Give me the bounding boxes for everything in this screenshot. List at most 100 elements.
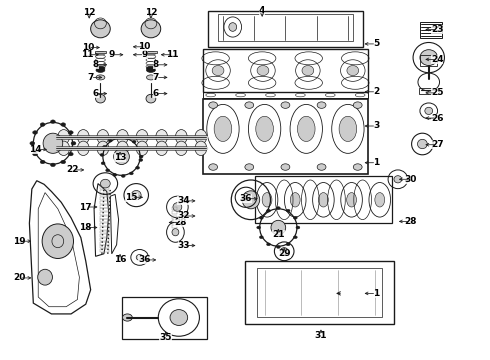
Text: 23: 23 — [431, 25, 443, 34]
Bar — [172, 225, 177, 228]
Ellipse shape — [77, 130, 89, 144]
Ellipse shape — [425, 107, 433, 114]
Ellipse shape — [121, 175, 125, 177]
Ellipse shape — [96, 75, 105, 80]
Text: 35: 35 — [159, 333, 172, 342]
Ellipse shape — [50, 163, 55, 167]
Text: 34: 34 — [177, 197, 190, 205]
Ellipse shape — [257, 226, 261, 229]
Ellipse shape — [259, 216, 263, 219]
Ellipse shape — [262, 193, 272, 207]
Ellipse shape — [116, 136, 120, 139]
Text: 8: 8 — [93, 60, 98, 69]
Text: 10: 10 — [82, 43, 95, 52]
Ellipse shape — [242, 194, 250, 201]
Bar — [100, 204, 109, 207]
Text: 19: 19 — [13, 237, 26, 246]
Text: 25: 25 — [431, 88, 443, 97]
Ellipse shape — [102, 145, 106, 148]
Text: 36: 36 — [138, 256, 151, 264]
Ellipse shape — [286, 209, 290, 212]
Ellipse shape — [375, 193, 385, 207]
Bar — [100, 238, 109, 241]
Ellipse shape — [245, 102, 254, 108]
Ellipse shape — [195, 130, 207, 144]
Ellipse shape — [132, 140, 136, 143]
Ellipse shape — [42, 224, 74, 258]
Ellipse shape — [136, 166, 140, 169]
Ellipse shape — [172, 229, 179, 236]
Bar — [100, 197, 109, 200]
Ellipse shape — [214, 116, 232, 141]
Ellipse shape — [68, 152, 73, 156]
Text: 12: 12 — [145, 8, 157, 17]
Ellipse shape — [33, 131, 38, 134]
Bar — [100, 242, 109, 244]
Ellipse shape — [137, 147, 141, 150]
Text: 11: 11 — [81, 50, 94, 59]
Bar — [245, 261, 394, 324]
Bar — [100, 246, 109, 248]
Text: 28: 28 — [404, 217, 417, 226]
Bar — [100, 220, 109, 222]
Ellipse shape — [281, 102, 290, 108]
Ellipse shape — [136, 255, 143, 260]
Ellipse shape — [280, 248, 288, 255]
Bar — [419, 88, 439, 94]
Ellipse shape — [114, 149, 129, 165]
Bar — [122, 297, 207, 339]
Text: 30: 30 — [404, 175, 417, 184]
Ellipse shape — [96, 68, 105, 72]
Ellipse shape — [131, 190, 141, 200]
Ellipse shape — [175, 130, 187, 144]
Bar — [145, 51, 157, 53]
Ellipse shape — [156, 141, 168, 156]
Text: 6: 6 — [93, 89, 98, 98]
Ellipse shape — [147, 68, 155, 72]
Ellipse shape — [209, 102, 218, 108]
Text: 10: 10 — [138, 42, 151, 51]
Bar — [218, 14, 353, 41]
Ellipse shape — [297, 116, 315, 141]
Bar — [257, 268, 382, 317]
Text: 9: 9 — [141, 50, 148, 59]
Bar — [172, 207, 177, 210]
Ellipse shape — [317, 102, 326, 108]
Ellipse shape — [97, 141, 109, 156]
Ellipse shape — [68, 131, 73, 134]
Ellipse shape — [136, 130, 148, 144]
Text: 1: 1 — [373, 158, 379, 167]
Ellipse shape — [417, 139, 427, 149]
Ellipse shape — [33, 152, 38, 156]
Ellipse shape — [141, 20, 161, 38]
Ellipse shape — [353, 102, 362, 108]
Ellipse shape — [139, 158, 143, 161]
Text: 8: 8 — [153, 60, 159, 69]
Ellipse shape — [40, 160, 45, 164]
Text: 4: 4 — [259, 6, 266, 15]
Text: 28: 28 — [174, 218, 187, 227]
Bar — [100, 186, 109, 189]
Ellipse shape — [61, 123, 66, 126]
Bar — [100, 249, 109, 252]
Bar — [172, 211, 177, 214]
Text: 16: 16 — [114, 256, 126, 264]
Ellipse shape — [91, 20, 110, 38]
Text: 29: 29 — [278, 249, 291, 258]
Ellipse shape — [100, 179, 110, 188]
Text: 18: 18 — [79, 223, 92, 232]
Text: 22: 22 — [66, 165, 79, 174]
Text: 11: 11 — [166, 50, 179, 59]
Ellipse shape — [267, 209, 270, 212]
Bar — [172, 216, 177, 219]
Bar — [100, 227, 109, 230]
Text: 21: 21 — [272, 230, 285, 239]
Bar — [100, 212, 109, 215]
Ellipse shape — [267, 243, 270, 246]
Ellipse shape — [394, 176, 402, 183]
Ellipse shape — [96, 94, 105, 103]
Ellipse shape — [147, 75, 155, 80]
Ellipse shape — [97, 130, 109, 144]
Bar — [203, 92, 368, 98]
Text: 9: 9 — [108, 50, 115, 59]
